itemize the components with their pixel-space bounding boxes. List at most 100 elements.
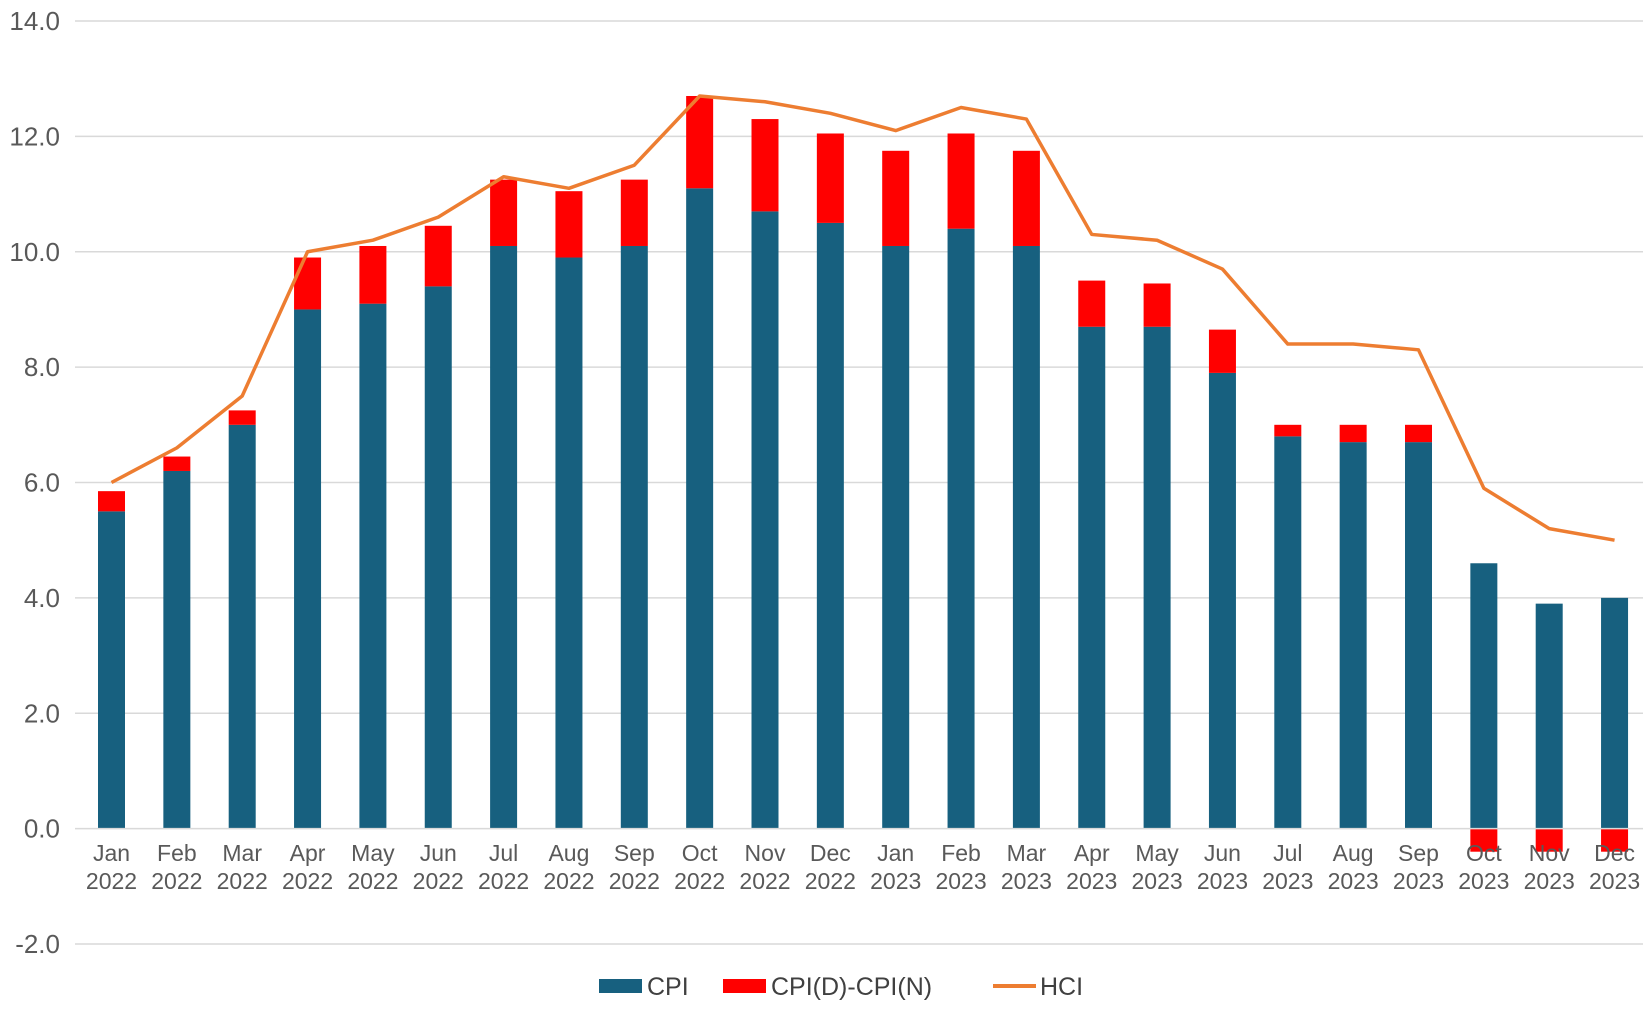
x-tick-year: 2023 (1328, 868, 1379, 894)
cpi-bar (620, 245, 648, 829)
x-tick-month: Dec (810, 840, 851, 866)
x-tick-year: 2022 (282, 868, 333, 894)
y-tick-label: 12.0 (9, 121, 60, 151)
cpi-d-minus-n-bar (359, 245, 387, 304)
x-tick-month: Oct (1466, 840, 1502, 866)
bars (98, 95, 1629, 852)
cpi-bar (228, 424, 256, 829)
x-tick-year: 2022 (217, 868, 268, 894)
x-tick-month: Jul (489, 840, 518, 866)
x-tick-year: 2022 (478, 868, 529, 894)
cpi-bar (1012, 245, 1040, 829)
cpi-d-minus-n-bar (816, 133, 844, 223)
x-tick-month: Jan (877, 840, 914, 866)
x-tick-month: Jun (1204, 840, 1241, 866)
x-tick-month: Sep (1398, 840, 1439, 866)
cpi-d-minus-n-bar (620, 179, 648, 246)
x-tick-year: 2022 (609, 868, 660, 894)
x-tick-month: Mar (1007, 840, 1047, 866)
cpi-bar (98, 511, 125, 829)
cpi-d-minus-n-bar (163, 456, 191, 471)
x-tick-month: Nov (1529, 840, 1570, 866)
cpi-d-minus-n-bar (294, 257, 322, 310)
cpi-d-minus-n-bar (947, 133, 975, 229)
legend-label-hci: HCI (1040, 973, 1083, 1001)
x-tick-month: Jan (93, 840, 130, 866)
y-tick-label: 4.0 (24, 583, 60, 613)
y-tick-label: 0.0 (24, 814, 60, 844)
cpi-d-minus-n-bar (1535, 828, 1563, 852)
x-tick-year: 2022 (413, 868, 464, 894)
x-tick-year: 2022 (347, 868, 398, 894)
x-tick-year: 2023 (1393, 868, 1444, 894)
x-tick-year: 2022 (86, 868, 137, 894)
x-tick-year: 2022 (151, 868, 202, 894)
cpi-d-minus-n-bar (1078, 280, 1106, 327)
x-tick-year: 2023 (1524, 868, 1575, 894)
cpi-bar (294, 309, 322, 829)
y-tick-label: 10.0 (9, 237, 60, 267)
cpi-bar (424, 286, 452, 829)
cpi-bar (947, 228, 975, 829)
x-tick-month: Feb (157, 840, 197, 866)
x-tick-month: Oct (682, 840, 718, 866)
y-tick-label: 6.0 (24, 468, 60, 498)
x-tick-year: 2023 (935, 868, 986, 894)
x-tick-month: Sep (614, 840, 655, 866)
legend-label-cpi-diff: CPI(D)-CPI(N) (771, 973, 932, 1001)
cpi-d-minus-n-bar (1470, 828, 1498, 852)
x-tick-year: 2023 (1197, 868, 1248, 894)
x-tick-year: 2023 (1262, 868, 1313, 894)
cpi-d-minus-n-bar (882, 150, 910, 246)
x-tick-month: Feb (941, 840, 981, 866)
hci-line-layer (110, 94, 1615, 542)
x-tick-year: 2023 (1589, 868, 1640, 894)
cpi-bar (555, 257, 583, 829)
x-tick-year: 2023 (1458, 868, 1509, 894)
cpi-bar (816, 222, 844, 829)
legend-swatch-cpi (599, 979, 642, 993)
cpi-bar (751, 211, 779, 829)
cpi-bar (1208, 372, 1236, 829)
x-tick-month: May (1135, 840, 1179, 866)
y-tick-label: -2.0 (15, 929, 60, 959)
cpi-d-minus-n-bar (424, 225, 452, 287)
x-tick-month: Jul (1273, 840, 1302, 866)
x-tick-month: Nov (745, 840, 786, 866)
x-tick-month: Apr (1074, 840, 1110, 866)
gridlines (75, 20, 1643, 945)
cpi-d-minus-n-bar (751, 119, 779, 212)
x-tick-month: Apr (290, 840, 326, 866)
cpi-bar (1470, 563, 1498, 829)
cpi-d-minus-n-bar (228, 410, 256, 425)
cpi-d-minus-n-bar (555, 191, 583, 258)
cpi-d-minus-n-bar (490, 179, 518, 246)
x-tick-month: Aug (548, 840, 589, 866)
cpi-bar (1405, 442, 1432, 829)
cpi-bar (882, 245, 910, 829)
cpi-d-minus-n-bar (98, 491, 125, 512)
cpi-d-minus-n-bar (1012, 150, 1040, 246)
cpi-d-minus-n-bar (1339, 424, 1367, 443)
x-tick-year: 2022 (674, 868, 725, 894)
x-axis-ticks: Jan2022Feb2022Mar2022Apr2022May2022Jun20… (86, 840, 1640, 894)
x-tick-year: 2023 (1001, 868, 1052, 894)
x-tick-month: Mar (222, 840, 262, 866)
legend-swatch-cpi-diff (723, 979, 766, 993)
cpi-d-minus-n-bar (1274, 424, 1302, 437)
x-tick-month: Aug (1333, 840, 1374, 866)
cpi-bar (1601, 597, 1629, 829)
y-axis-ticks: -2.0 0.0 2.0 4.0 6.0 8.0 10.0 12.0 14.0 (9, 6, 60, 959)
y-tick-label: 8.0 (24, 352, 60, 382)
cpi-bar (1274, 436, 1302, 829)
cpi-bar (1143, 326, 1171, 829)
cpi-bar (163, 470, 191, 829)
x-tick-month: May (351, 840, 395, 866)
legend-label-cpi: CPI (647, 973, 689, 1001)
cpi-d-minus-n-bar (1143, 283, 1171, 327)
y-tick-label: 2.0 (24, 698, 60, 728)
x-tick-year: 2022 (543, 868, 594, 894)
cpi-bar (1078, 326, 1106, 829)
legend: CPI CPI(D)-CPI(N) HCI (599, 973, 1083, 1001)
